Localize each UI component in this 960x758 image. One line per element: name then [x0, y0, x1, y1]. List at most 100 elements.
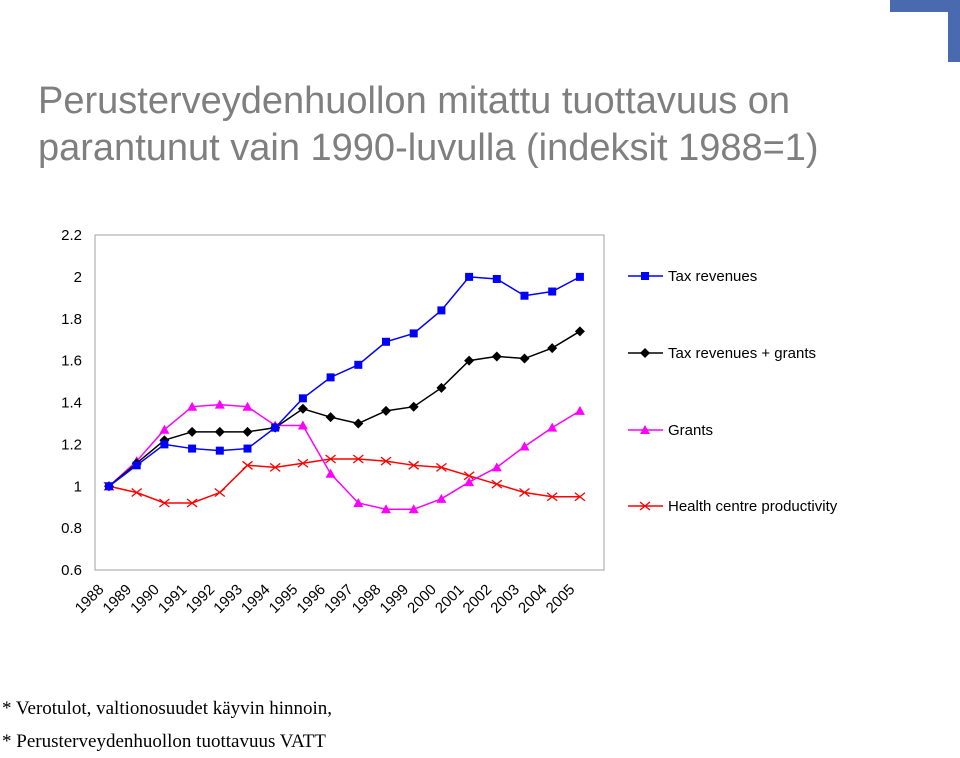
x-tick-label: 1994: [238, 581, 274, 617]
data-point: [297, 420, 308, 430]
data-point: [131, 488, 143, 498]
data-point: [381, 504, 391, 514]
data-point: [160, 440, 169, 449]
data-point: [547, 343, 558, 354]
y-tick-label: 2.2: [61, 227, 82, 244]
slide-title-line-2: parantunut vain 1990-luvulla (indeksit 1…: [38, 127, 819, 169]
data-point: [435, 462, 447, 472]
data-point: [519, 488, 530, 498]
data-point: [352, 454, 364, 464]
data-point: [132, 461, 141, 470]
legend-marker: [640, 348, 650, 358]
series-line: [108, 458, 580, 504]
data-point: [408, 504, 419, 514]
footnote-1: * Verotulot, valtionosuudet käyvin hinno…: [2, 698, 333, 719]
data-point: [158, 498, 170, 508]
data-point: [188, 444, 197, 453]
y-tick-label: 1.6: [61, 353, 82, 370]
data-point: [436, 382, 447, 393]
series-line: [108, 330, 581, 487]
data-point: [574, 492, 586, 502]
x-tick-label: 1993: [210, 581, 246, 617]
x-tick-label: 1989: [100, 581, 136, 617]
data-point: [187, 401, 198, 411]
legend-marker: [640, 425, 650, 434]
data-point: [520, 291, 529, 300]
data-point: [381, 405, 391, 416]
x-tick-label: 1998: [349, 581, 385, 617]
legend-item: Tax revenues: [628, 268, 757, 285]
data-point: [325, 454, 337, 464]
y-tick-label: 1.8: [61, 311, 82, 328]
x-tick-label: 2004: [515, 581, 551, 617]
y-tick-label: 2: [74, 269, 82, 286]
x-axis-tick-labels: 1988198919901991199219931994199519961997…: [72, 581, 579, 617]
data-point: [408, 401, 419, 412]
x-tick-label: 1995: [266, 581, 302, 617]
line-chart: 2.2 2 1.8 1.6 1.4 1.2 1 0.8 0.6 1988198919901991…: [61, 227, 838, 617]
x-tick-label: 1990: [127, 581, 163, 617]
x-tick-label: 1996: [293, 581, 329, 617]
data-point: [159, 424, 170, 434]
series-line: [108, 276, 581, 487]
data-point: [297, 458, 309, 468]
y-tick-label: 0.8: [61, 520, 82, 537]
data-point: [463, 471, 475, 481]
data-point: [548, 287, 557, 296]
legend-item: Grants: [628, 422, 713, 439]
series: [103, 454, 586, 508]
data-point: [354, 360, 363, 369]
x-tick-label: 1992: [183, 581, 219, 617]
data-point: [326, 373, 335, 382]
data-point: [186, 498, 198, 508]
x-tick-label: 2005: [543, 581, 579, 617]
legend: Tax revenues Tax revenues + grants Grants H…: [628, 268, 838, 515]
footnote-2: * Perusterveydenhuollon tuottavuus VATT: [2, 731, 326, 752]
data-point: [353, 418, 364, 429]
data-point: [243, 444, 252, 453]
series-layer: [103, 272, 586, 514]
slide-title-line-1: Perusterveydenhuollon mitattu tuottavuus…: [38, 80, 791, 122]
data-point: [492, 274, 501, 283]
data-point: [574, 326, 585, 337]
x-tick-label: 1999: [377, 581, 413, 617]
data-point: [105, 482, 113, 491]
legend-label: Tax revenues + grants: [668, 345, 816, 362]
data-point: [297, 403, 308, 414]
series: [104, 326, 585, 492]
series: [105, 272, 584, 491]
legend-label: Health centre productivity: [668, 498, 838, 515]
data-point: [269, 462, 281, 472]
data-point: [382, 337, 390, 346]
legend-item: Health centre productivity: [628, 498, 838, 515]
data-point: [491, 479, 503, 489]
footnotes: * Verotulot, valtionosuudet käyvin hinno…: [2, 692, 332, 758]
legend-label: Grants: [668, 422, 713, 439]
data-point: [271, 423, 280, 432]
data-point: [214, 426, 225, 437]
data-point: [546, 492, 558, 502]
data-point: [409, 329, 418, 338]
legend-label: Tax revenues: [668, 268, 757, 285]
data-point: [187, 426, 198, 437]
x-tick-label: 1997: [321, 581, 357, 617]
data-point: [242, 426, 253, 437]
data-point: [242, 401, 253, 411]
x-tick-label: 2002: [460, 581, 496, 617]
x-tick-label: 1988: [72, 581, 108, 617]
data-point: [214, 399, 225, 409]
series: [104, 399, 585, 514]
data-point: [491, 462, 502, 472]
slide-title: Perusterveydenhuollon mitattu tuottavuus…: [38, 78, 918, 172]
x-tick-label: 1991: [155, 581, 191, 617]
data-point: [574, 405, 585, 415]
data-point: [298, 394, 307, 403]
data-point: [325, 468, 336, 478]
data-point: [465, 272, 474, 281]
x-tick-label: 2000: [404, 581, 440, 617]
data-point: [547, 422, 558, 432]
y-tick-label: 0.6: [61, 562, 82, 579]
y-axis-tick-labels: 2.2 2 1.8 1.6 1.4 1.2 1 0.8 0.6: [61, 227, 82, 579]
plot-area-frame: [94, 234, 605, 571]
x-tick-label: 2003: [487, 581, 523, 617]
